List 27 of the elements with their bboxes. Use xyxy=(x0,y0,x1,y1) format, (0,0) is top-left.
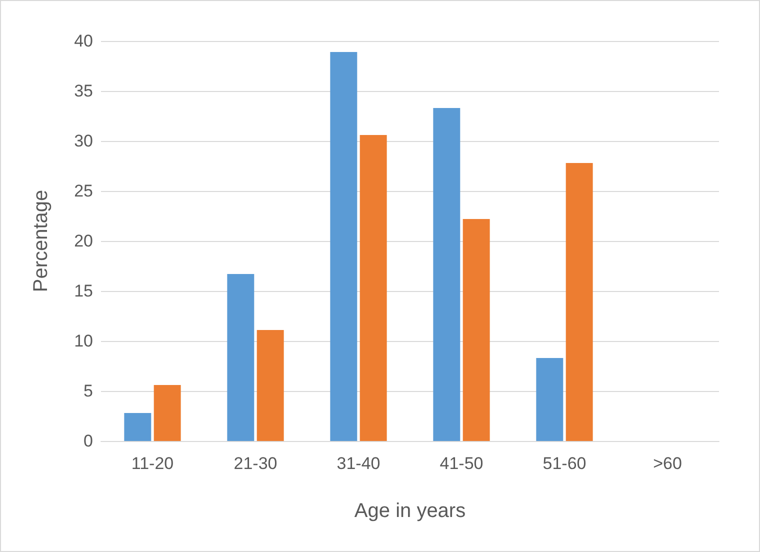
bar xyxy=(330,52,358,441)
y-axis-title: Percentage xyxy=(30,190,52,292)
x-tick-label: 31-40 xyxy=(336,454,380,473)
bar xyxy=(536,358,564,441)
x-tick-label: 21-30 xyxy=(234,454,278,473)
bar xyxy=(154,385,181,441)
y-tick-label: 0 xyxy=(84,432,93,450)
y-tick-label: 25 xyxy=(74,182,93,200)
bar xyxy=(433,108,460,441)
y-tick-label: 30 xyxy=(74,132,93,150)
bar xyxy=(124,413,152,441)
bar xyxy=(360,135,387,441)
bar xyxy=(227,274,254,441)
y-tick-label: 20 xyxy=(74,232,93,250)
y-tick-label: 15 xyxy=(74,282,93,300)
y-tick-label: 35 xyxy=(74,82,93,100)
x-tick-label: >60 xyxy=(653,454,682,473)
y-tick-label: 10 xyxy=(74,332,93,350)
x-axis-title: Age in years xyxy=(354,500,466,522)
x-tick-label: 51-60 xyxy=(542,454,586,473)
x-tick-label: 41-50 xyxy=(440,454,484,473)
y-tick-label: 5 xyxy=(84,382,93,400)
bar xyxy=(256,330,284,441)
y-tick-label: 40 xyxy=(74,32,93,50)
bar xyxy=(462,219,490,441)
bar xyxy=(566,163,593,441)
x-tick-label: 11-20 xyxy=(131,454,174,473)
